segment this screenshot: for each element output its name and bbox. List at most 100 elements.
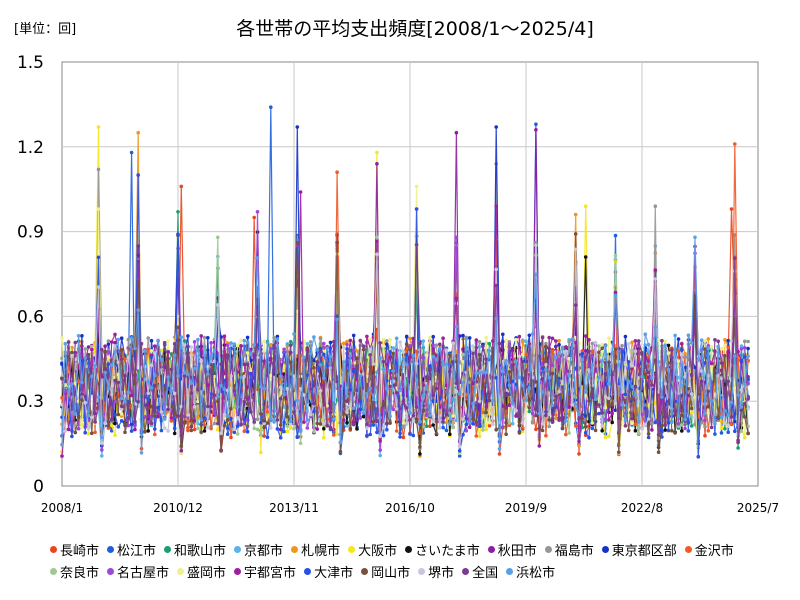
data-point [640,426,644,431]
data-point [703,433,707,438]
data-point [335,240,339,245]
data-point [676,337,681,341]
data-point [630,340,634,345]
legend-label: 浜松市 [516,565,556,581]
data-point [351,422,356,427]
data-point [179,444,184,448]
data-point [464,422,469,427]
data-point [272,343,276,348]
data-point [421,356,426,360]
data-point [600,359,604,363]
data-point [242,429,247,434]
data-point [494,267,499,272]
data-point [312,401,316,406]
data-point [242,374,247,379]
data-point [308,340,313,344]
data-point [550,363,555,368]
data-point [507,421,512,425]
data-point [312,335,316,339]
data-point [653,401,658,406]
data-point [706,337,711,341]
data-point [577,416,581,421]
data-point [272,420,276,424]
data-point [106,339,111,343]
data-point [133,420,137,424]
data-point [222,423,227,428]
data-point [106,373,111,378]
data-point [375,239,379,244]
data-point [156,338,160,343]
data-point [103,421,107,426]
data-point [630,396,634,401]
data-point [192,405,197,409]
data-point [431,399,436,404]
data-point [146,391,150,396]
data-point [192,418,197,423]
data-point [129,393,134,398]
data-point [398,340,402,344]
data-point [587,349,591,354]
data-point [189,381,194,385]
data-point [90,431,94,436]
data-point [520,340,525,344]
data-point [348,354,353,358]
data-point [583,355,588,359]
data-point [315,421,320,426]
data-point [534,427,538,432]
data-point [391,346,396,350]
series-line [61,245,749,447]
data-point [713,338,717,342]
data-point [179,448,184,453]
data-point [663,423,667,427]
data-point [689,406,694,411]
data-point [365,426,369,431]
data-point [457,334,462,338]
data-point [378,434,383,439]
data-point [401,435,406,440]
data-point [176,232,180,236]
data-point [550,420,555,424]
data-point [421,393,426,398]
data-point [719,426,724,430]
legend-marker [487,545,495,553]
data-point [408,432,412,436]
data-point [646,370,651,375]
data-point [265,410,270,414]
data-point [607,403,611,408]
legend-item: 東京都区部 [601,540,677,559]
data-point [613,365,618,370]
data-point [713,432,717,436]
legend-label: 大津市 [314,565,354,581]
data-point [355,403,359,408]
legend-item: 全国 [462,562,498,581]
data-point [676,359,681,363]
data-point [689,424,694,428]
data-point [345,342,349,347]
data-point [153,427,157,431]
data-point [467,421,472,425]
data-point [229,341,233,345]
data-point [239,422,243,427]
data-point [129,336,134,340]
data-point [477,365,482,370]
data-point [404,342,409,347]
data-point [404,352,409,357]
data-point [742,355,747,359]
data-point [245,335,250,340]
data-point [146,347,150,352]
data-point [262,359,267,364]
data-point [245,429,250,434]
data-point [348,338,353,343]
data-point [451,397,455,402]
data-point [100,435,104,440]
data-point [623,398,628,403]
data-point [202,335,207,340]
data-point [182,371,187,375]
data-point [448,353,452,357]
data-point [123,399,127,404]
data-point [441,425,445,430]
data-point [206,426,210,430]
data-point [66,390,71,395]
data-point [345,368,349,373]
data-point [86,426,91,431]
